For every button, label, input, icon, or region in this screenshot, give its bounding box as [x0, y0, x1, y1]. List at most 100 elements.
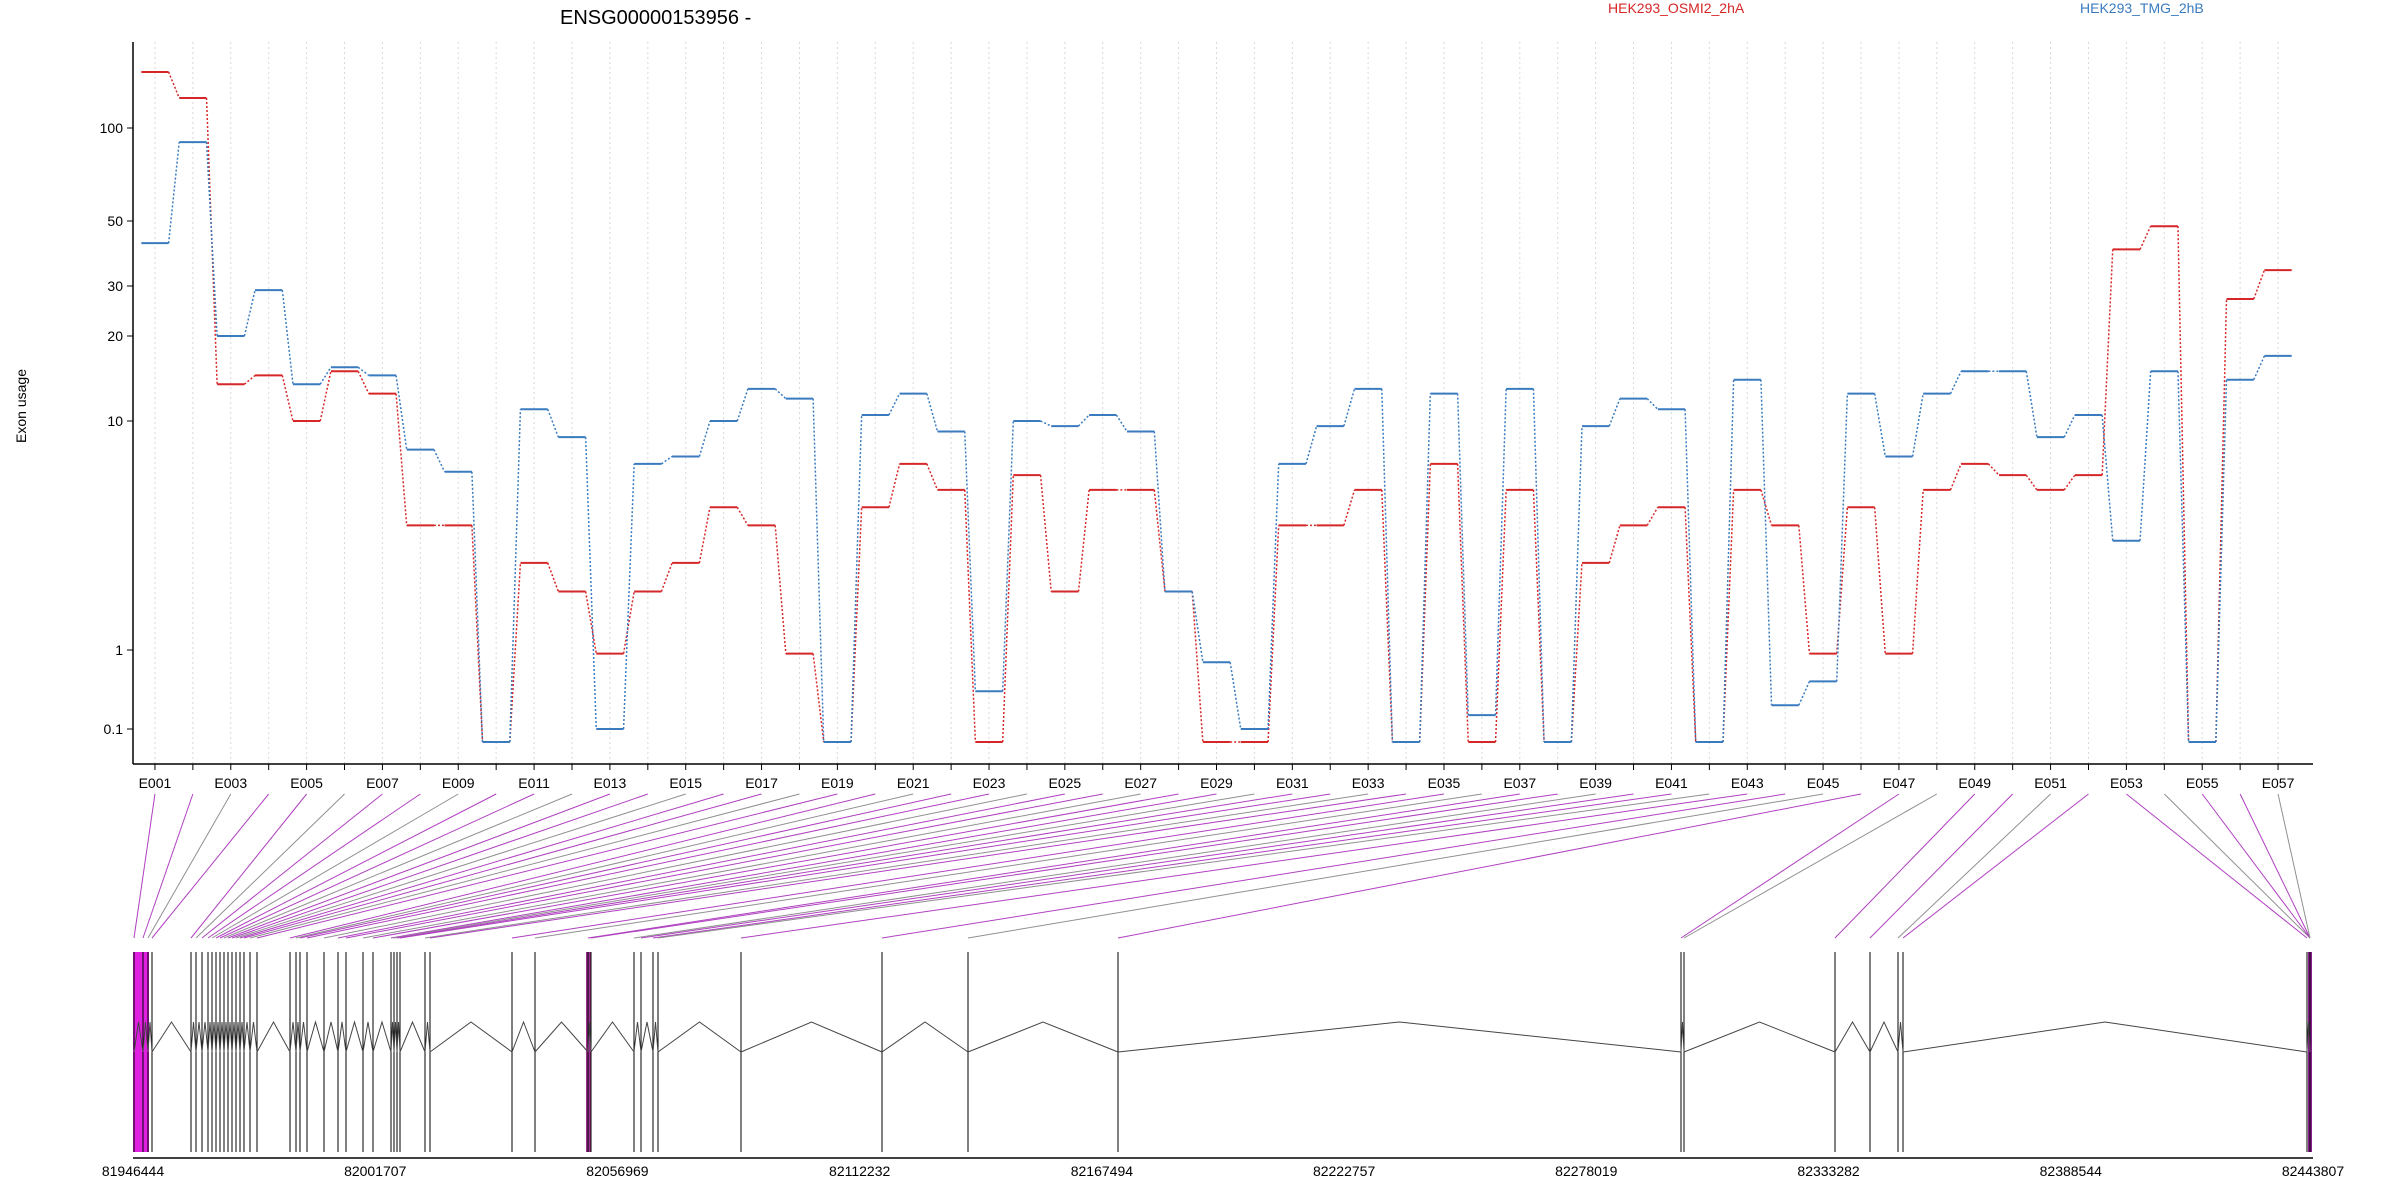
- data-connector: [2025, 474, 2038, 491]
- intron-line: [211, 1021, 217, 1053]
- intron-line: [190, 1021, 197, 1053]
- data-connector: [1418, 393, 1432, 743]
- exon-connector: [1683, 793, 1938, 939]
- exon-connector: [239, 793, 724, 939]
- exon-connector: [652, 793, 1672, 939]
- data-connector: [547, 409, 560, 438]
- x-tick-label: E039: [1579, 775, 1612, 791]
- data-connector: [1798, 525, 1811, 654]
- data-connector: [812, 398, 825, 743]
- intron-line: [362, 1021, 374, 1053]
- data-connector: [1911, 393, 1924, 457]
- exon-connector: [323, 793, 1028, 939]
- exon-connector: [201, 793, 383, 939]
- exon-connector: [256, 793, 838, 939]
- exon-connector: [211, 793, 459, 939]
- intron-line: [219, 1021, 225, 1053]
- exon-connector: [190, 793, 307, 939]
- exon-connector: [967, 793, 1824, 939]
- intron-line: [147, 1021, 153, 1053]
- data-connector: [1001, 420, 1015, 692]
- exon-connector: [1902, 793, 2089, 939]
- exon-connector: [231, 793, 648, 939]
- data-connector: [1381, 489, 1394, 743]
- exon-connector: [2239, 793, 2311, 939]
- y-tick-label: 10: [107, 413, 123, 429]
- intron-line: [295, 1021, 301, 1053]
- exon-connector: [1834, 793, 1976, 939]
- y-tick-label: 50: [107, 213, 123, 229]
- data-connector: [1987, 463, 2000, 476]
- legend-label-series-1: HEK293_OSMI2_2hA: [1608, 0, 1745, 16]
- exon-connector: [219, 793, 535, 939]
- intron-line: [1680, 1021, 1685, 1053]
- intron-line: [652, 1021, 659, 1053]
- data-connector: [1873, 507, 1887, 654]
- data-connector: [888, 463, 901, 508]
- data-connector: [2063, 474, 2076, 491]
- intron-line: [235, 1021, 241, 1053]
- intron-line: [587, 1021, 592, 1053]
- legend-label-series-2: HEK293_TMG_2hB: [2080, 0, 2204, 16]
- data-connector: [774, 388, 787, 400]
- data-connector: [1191, 591, 1204, 663]
- exon-connector: [289, 793, 876, 939]
- exon-connector: [151, 793, 270, 939]
- data-connector: [888, 393, 901, 416]
- exon-connector: [147, 793, 232, 939]
- exon-connector: [2277, 793, 2311, 939]
- x-tick-label: E027: [1124, 775, 1157, 791]
- intron-line: [215, 1021, 221, 1053]
- exon-connector: [740, 793, 1748, 939]
- genomic-coordinate-label: 82001707: [344, 1163, 407, 1179]
- exon-connector: [345, 793, 1103, 939]
- data-connector: [167, 71, 180, 99]
- intron-line: [249, 1021, 258, 1053]
- data-connector: [774, 525, 787, 654]
- intron-line: [142, 1021, 149, 1053]
- x-tick-label: E049: [1958, 775, 1991, 791]
- x-tick-label: E057: [2262, 775, 2295, 791]
- exon-connector: [399, 793, 1331, 939]
- x-tick-label: E043: [1731, 775, 1764, 791]
- intron-line: [1834, 1021, 1871, 1053]
- intron-line: [1683, 1021, 1836, 1053]
- genomic-coordinate-label: 82167494: [1071, 1163, 1134, 1179]
- data-connector: [2215, 298, 2228, 743]
- exon-connector: [207, 793, 421, 939]
- exon-connector: [587, 793, 1520, 939]
- x-tick-label: E051: [2034, 775, 2067, 791]
- data-connector: [509, 562, 522, 743]
- exon-connector: [424, 793, 1369, 939]
- exon-connector: [227, 793, 611, 939]
- exon-block: [133, 952, 149, 1152]
- data-connector: [1722, 379, 1735, 743]
- exon-connector: [235, 793, 686, 939]
- data-connector: [357, 366, 370, 377]
- y-tick-label: 0.1: [104, 721, 124, 737]
- data-connector: [622, 591, 635, 654]
- intron-line: [299, 1021, 308, 1053]
- data-connector: [812, 653, 825, 743]
- intron-line: [372, 1020, 392, 1053]
- exon-connector: [429, 793, 1407, 939]
- data-connector: [205, 97, 218, 385]
- exon-connector: [215, 793, 497, 939]
- y-tick-label: 30: [107, 278, 123, 294]
- data-connector: [1949, 463, 1962, 491]
- exon-connectors: [133, 793, 2311, 939]
- data-connector: [1115, 414, 1128, 432]
- exon-connector: [1869, 793, 2014, 939]
- exon-connector: [295, 793, 914, 939]
- exon-connector: [534, 793, 1482, 939]
- intron-line: [133, 1021, 144, 1053]
- intron-line: [399, 1020, 426, 1053]
- y-tick-label: 100: [100, 120, 124, 136]
- data-connector: [1532, 489, 1545, 743]
- exon-connector: [590, 793, 1558, 939]
- data-connector: [1153, 431, 1166, 592]
- data-connector: [1456, 463, 1469, 743]
- data-connector: [2139, 371, 2152, 541]
- intron-line: [534, 1021, 589, 1053]
